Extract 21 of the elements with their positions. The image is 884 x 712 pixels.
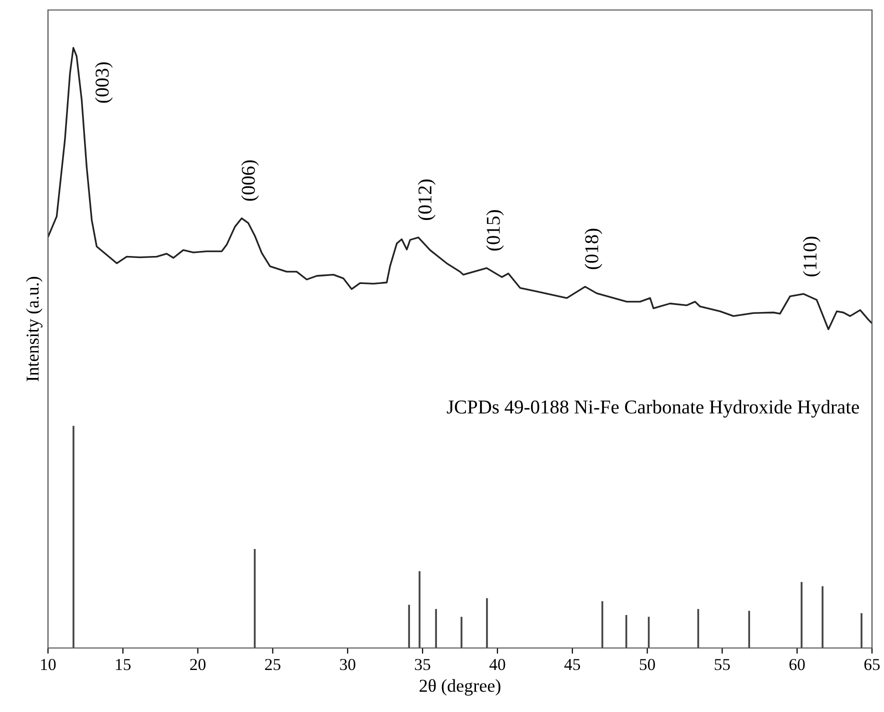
x-tick-label: 20 xyxy=(190,658,206,670)
annotation: (006) xyxy=(241,160,259,201)
annotation: (003) xyxy=(95,62,113,103)
x-tick-label: 30 xyxy=(340,658,356,670)
x-tick-label: 45 xyxy=(564,659,580,670)
x-axis-title: 2θ (degree) xyxy=(420,679,500,696)
x-tick-label: 50 xyxy=(640,658,655,670)
x-tick-label: 25 xyxy=(265,658,280,670)
x-tick-label: 40 xyxy=(489,658,506,670)
annotation: JCPDs 49-0188 Ni-Fe Carbonate Hydroxide Hydrate xyxy=(446,400,859,418)
x-tick-label: 35 xyxy=(415,658,430,670)
x-tick-label: 65 xyxy=(864,658,880,670)
x-tick-label: 10 xyxy=(41,658,56,670)
annotation: (012) xyxy=(418,180,436,220)
x-tick-label: 60 xyxy=(789,658,805,670)
annotation: (015) xyxy=(486,210,504,251)
annotation: (018) xyxy=(584,228,602,270)
x-tick-label: 15 xyxy=(116,658,131,670)
x-tick-label: 55 xyxy=(714,659,730,670)
annotation: (110) xyxy=(802,236,821,276)
y-axis-title: Intensity (a.u.) xyxy=(26,276,42,382)
